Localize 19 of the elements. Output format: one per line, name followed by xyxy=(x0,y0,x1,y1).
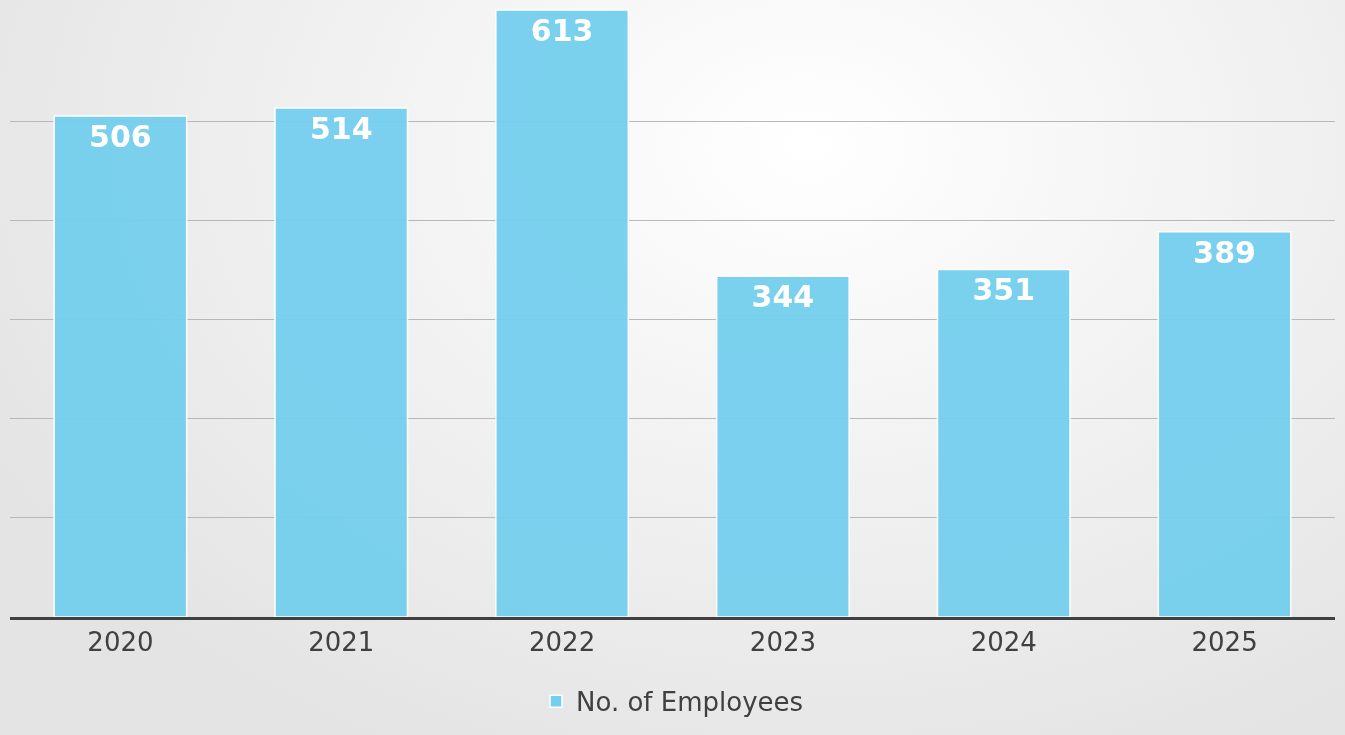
x-tick-label: 2022 xyxy=(528,627,596,658)
bar xyxy=(274,107,409,617)
data-label: 506 xyxy=(89,118,152,154)
data-label: 514 xyxy=(309,111,373,147)
bar xyxy=(1157,231,1292,617)
legend-label: No. of Employees xyxy=(576,687,804,718)
x-tick-label: 2025 xyxy=(1191,627,1258,658)
data-label: 613 xyxy=(530,12,594,48)
data-label: 389 xyxy=(1193,234,1256,270)
bar xyxy=(53,115,188,617)
bar xyxy=(715,275,850,617)
x-tick-label: 2023 xyxy=(749,627,817,658)
bar xyxy=(936,268,1071,617)
x-tick-label: 2020 xyxy=(87,627,154,658)
data-label: 351 xyxy=(972,272,1036,308)
x-tick-label: 2024 xyxy=(970,627,1037,658)
x-tick-label: 2021 xyxy=(308,627,375,658)
bar xyxy=(495,9,630,617)
data-label: 344 xyxy=(751,279,815,315)
